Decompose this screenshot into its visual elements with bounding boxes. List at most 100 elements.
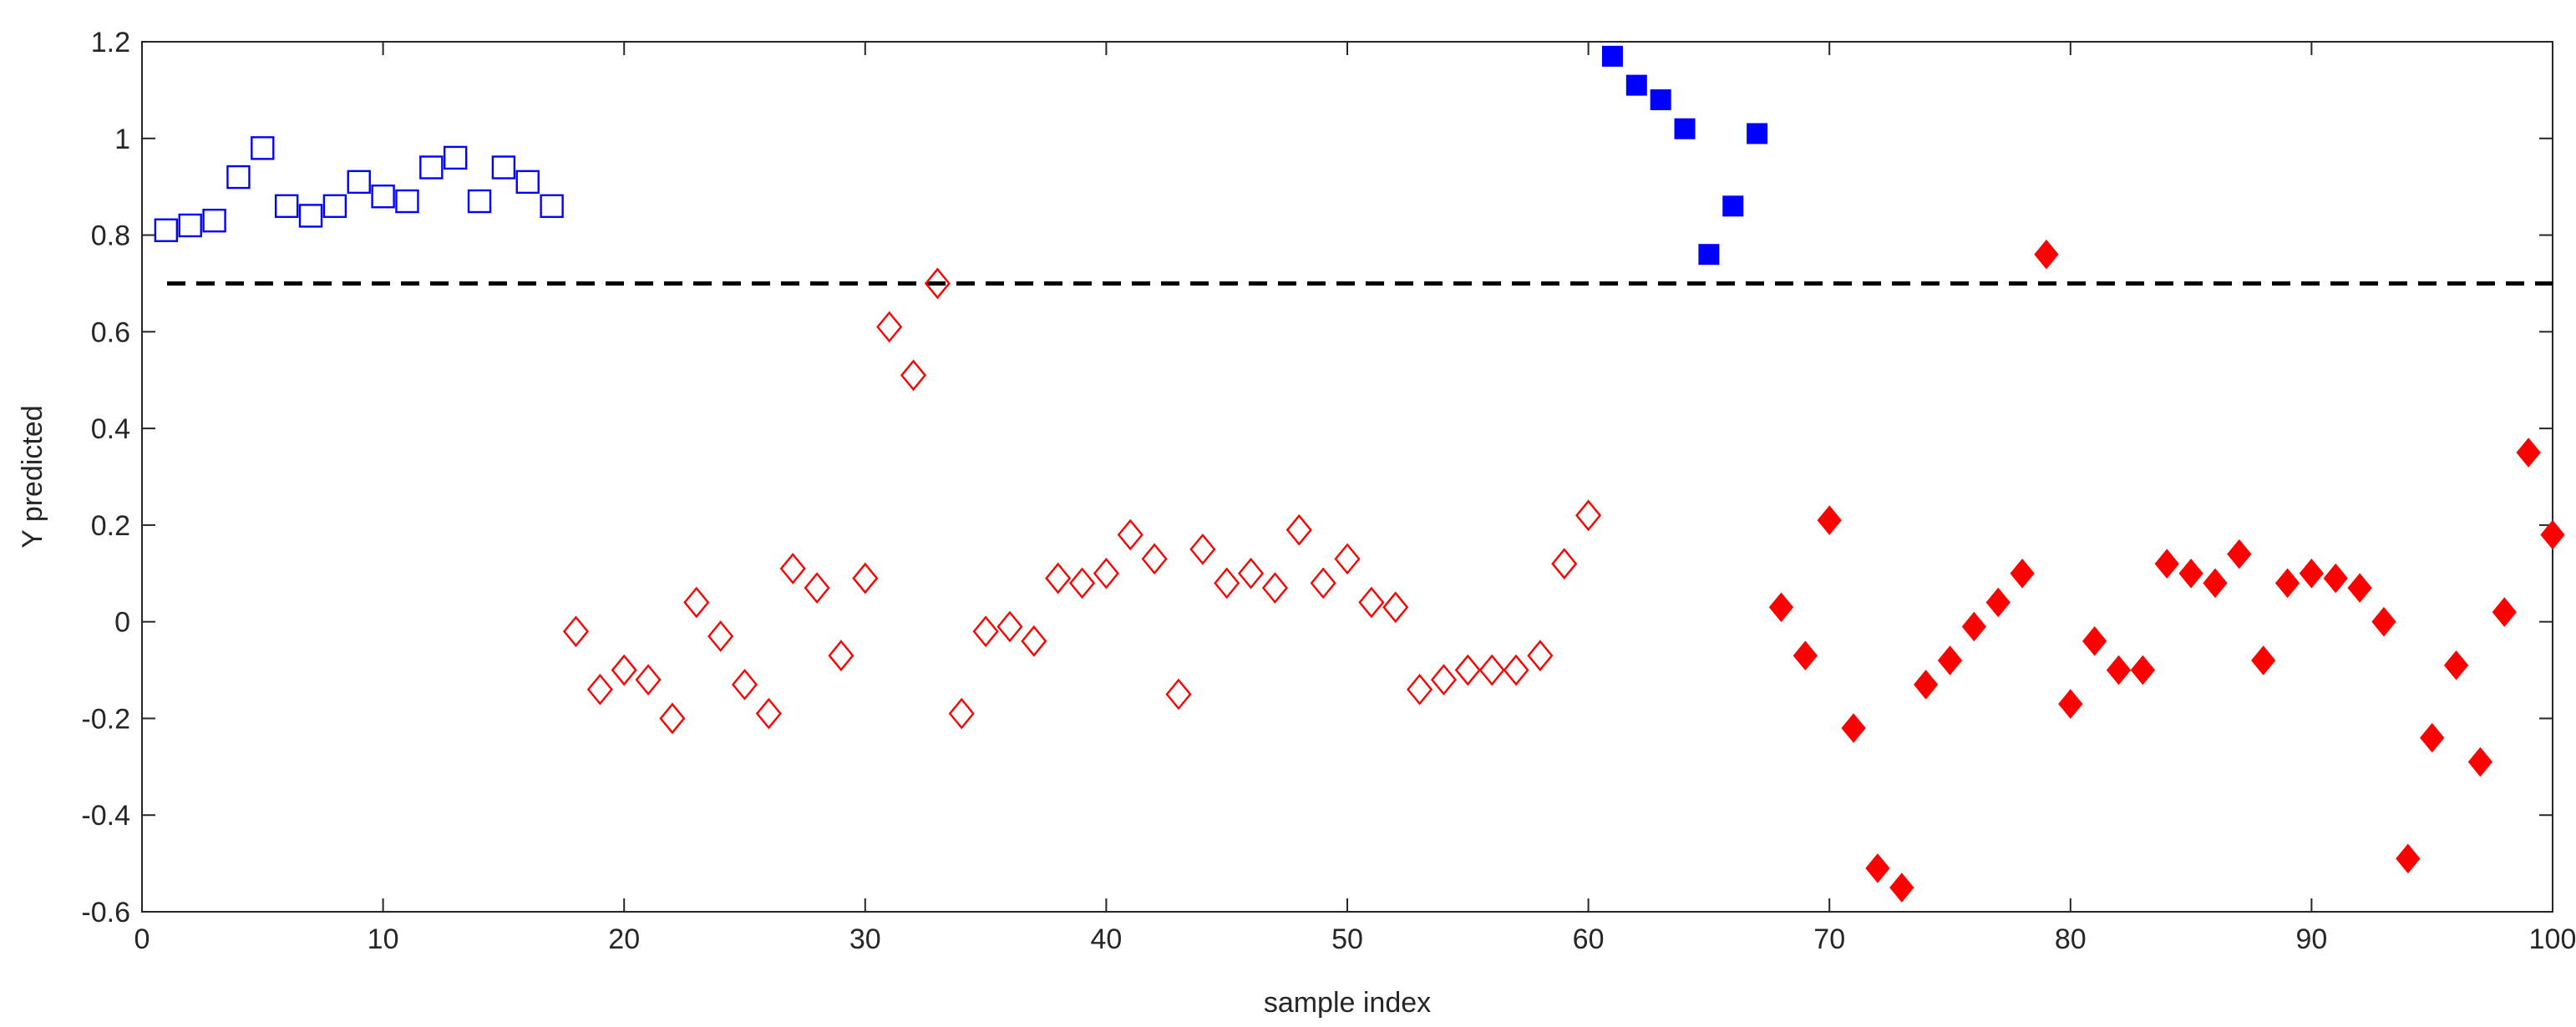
filled-diamond-point [2034, 239, 2059, 270]
filled-diamond-point [2299, 558, 2325, 589]
open-diamond-point [1261, 572, 1288, 605]
open-diamond-point [635, 664, 662, 696]
y-tick-label: -0.6 [81, 897, 130, 928]
x-axis-label: sample index [1264, 987, 1431, 1019]
filled-diamond-point [1985, 587, 2011, 618]
open-square-point [322, 194, 347, 219]
open-diamond-point [1503, 654, 1529, 686]
open-square-point [274, 194, 299, 219]
open-diamond-point [1189, 533, 1216, 565]
filled-diamond-point [2420, 722, 2445, 753]
open-diamond-point [1068, 567, 1096, 600]
open-square-point [540, 194, 564, 219]
open-diamond-point [1407, 673, 1433, 706]
open-diamond-point [779, 553, 806, 584]
y-tick-label: -0.4 [81, 800, 130, 832]
filled-diamond-point [1913, 670, 1939, 700]
filled-diamond-point [1793, 640, 1818, 670]
open-diamond-point [1382, 591, 1409, 624]
open-diamond-point [1117, 519, 1143, 551]
open-square-point [251, 136, 275, 160]
open-diamond-point [828, 640, 854, 672]
open-diamond-point [900, 359, 927, 392]
filled-diamond-point [1817, 505, 1842, 535]
open-diamond-point [1454, 654, 1481, 686]
x-tick-label: 70 [1813, 923, 1845, 955]
filled-square-point [1674, 118, 1696, 139]
open-square-point [371, 185, 395, 209]
filled-square-point [1722, 195, 1744, 217]
filled-diamond-point [2010, 558, 2035, 589]
plot-area [141, 41, 2553, 913]
filled-diamond-point [2082, 626, 2107, 656]
filled-diamond-point [2227, 539, 2252, 569]
filled-diamond-point [2516, 438, 2541, 468]
filled-diamond-point [2274, 568, 2300, 599]
x-tick-label: 60 [1573, 923, 1605, 955]
open-diamond-point [1358, 586, 1385, 619]
filled-diamond-point [2492, 597, 2517, 627]
x-tick-label: 0 [134, 923, 150, 955]
x-tick-label: 30 [849, 923, 881, 955]
open-diamond-point [1093, 557, 1119, 589]
y-tick-label: 0 [114, 607, 130, 639]
open-diamond-point [1478, 654, 1505, 686]
open-diamond-point [1238, 557, 1265, 589]
open-square-point [178, 213, 202, 238]
open-diamond-point [1141, 543, 1168, 575]
y-tick-label: 1.2 [91, 27, 130, 58]
filled-diamond-point [1937, 645, 1963, 675]
filled-diamond-point [2251, 645, 2276, 675]
filled-square-point [1650, 89, 1671, 110]
filled-diamond-point [2396, 843, 2421, 874]
open-square-point [419, 155, 444, 180]
filled-diamond-point [2323, 563, 2348, 594]
open-diamond-point [586, 673, 613, 706]
open-square-point [395, 189, 419, 214]
open-diamond-point [1430, 664, 1457, 696]
y-tick-label: 0.6 [91, 316, 130, 348]
filled-diamond-point [2347, 573, 2372, 603]
x-tick-label: 90 [2295, 923, 2327, 955]
open-square-point [226, 164, 251, 190]
open-diamond-point [731, 669, 758, 701]
open-diamond-point [1551, 548, 1578, 580]
ticks: 0 10 20 30 40 50 60 70 80 90 100 -0.6 -0.4 -0.2 0 0.2 0.… [81, 27, 2576, 955]
open-diamond-point [683, 586, 710, 619]
open-diamond-point [1527, 640, 1554, 672]
open-diamond-point [1045, 562, 1072, 594]
open-diamond-point [948, 697, 975, 730]
filled-diamond-point [2178, 558, 2203, 589]
data-points [154, 45, 2565, 903]
open-square-point [443, 145, 468, 170]
filled-diamond-point [1961, 611, 1987, 642]
open-diamond-point [1310, 567, 1336, 600]
filled-square-point [1747, 123, 1768, 144]
open-diamond-point [562, 615, 590, 648]
y-tick-label: 0.4 [91, 413, 130, 445]
open-diamond-point [804, 572, 830, 605]
x-tick-label: 80 [2055, 923, 2087, 955]
open-square-point [154, 218, 179, 242]
x-tick-label: 100 [2529, 923, 2576, 955]
open-diamond-point [1021, 625, 1047, 657]
x-tick-label: 10 [368, 923, 399, 955]
filled-square-point [1698, 244, 1720, 266]
y-tick-label: -0.2 [81, 703, 130, 735]
open-diamond-point [1575, 499, 1602, 532]
open-diamond-point [996, 610, 1023, 643]
x-tick-label: 50 [1331, 923, 1363, 955]
open-diamond-point [611, 654, 637, 686]
filled-diamond-point [1841, 713, 1866, 743]
open-diamond-point [707, 620, 734, 652]
filled-square-point [1625, 74, 1647, 96]
y-axis-label: Y predicted [17, 405, 48, 548]
filled-diamond-point [2130, 655, 2156, 686]
y-tick-label: 0.8 [91, 220, 130, 252]
filled-diamond-point [1768, 592, 1794, 623]
open-diamond-point [755, 697, 782, 730]
x-tick-label: 20 [608, 923, 640, 955]
open-diamond-point [1165, 678, 1192, 711]
open-square-point [347, 169, 371, 195]
